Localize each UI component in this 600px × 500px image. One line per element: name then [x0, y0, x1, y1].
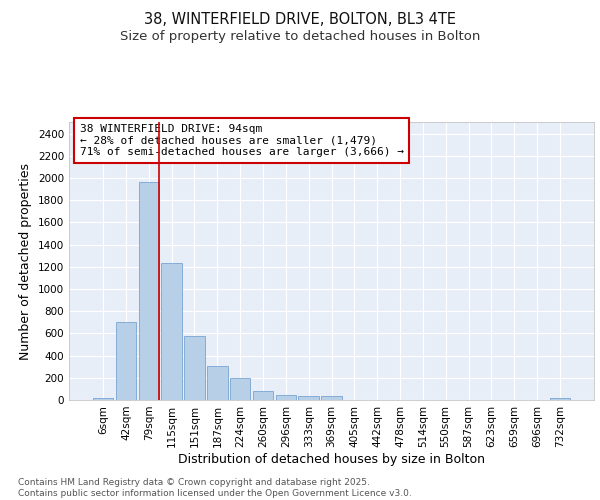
Text: Contains HM Land Registry data © Crown copyright and database right 2025.
Contai: Contains HM Land Registry data © Crown c…: [18, 478, 412, 498]
Bar: [161, 264, 182, 400]
Bar: [550, 398, 570, 400]
Bar: [253, 390, 273, 400]
Text: 38, WINTERFIELD DRIVE, BOLTON, BL3 4TE: 38, WINTERFIELD DRIVE, BOLTON, BL3 4TE: [144, 12, 456, 28]
Bar: [207, 366, 227, 400]
Bar: [230, 378, 250, 400]
Text: 38 WINTERFIELD DRIVE: 94sqm
← 28% of detached houses are smaller (1,479)
71% of : 38 WINTERFIELD DRIVE: 94sqm ← 28% of det…: [79, 124, 404, 157]
Text: Size of property relative to detached houses in Bolton: Size of property relative to detached ho…: [120, 30, 480, 43]
Y-axis label: Number of detached properties: Number of detached properties: [19, 163, 32, 360]
Bar: [93, 398, 113, 400]
Bar: [298, 396, 319, 400]
X-axis label: Distribution of detached houses by size in Bolton: Distribution of detached houses by size …: [178, 452, 485, 466]
Bar: [321, 396, 342, 400]
Bar: [275, 394, 296, 400]
Bar: [116, 322, 136, 400]
Bar: [184, 336, 205, 400]
Bar: [139, 182, 159, 400]
